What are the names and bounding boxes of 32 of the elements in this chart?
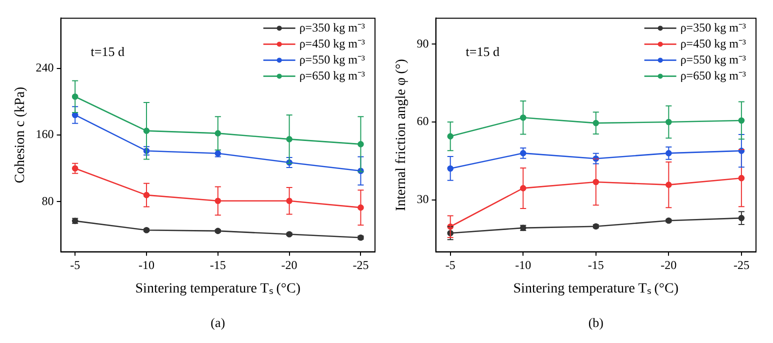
legend-label: ρ=650 kg m⁻³: [299, 68, 366, 82]
y-tick-label: 160: [36, 127, 54, 142]
legend-label: ρ=550 kg m⁻³: [299, 52, 366, 66]
y-tick-label: 80: [42, 194, 54, 208]
y-tick-label: 60: [416, 114, 429, 128]
legend-label: ρ=650 kg m⁻³: [680, 68, 746, 82]
x-axis-title: Sintering temperature Tₛ (°C): [135, 281, 301, 296]
y-tick-label: 240: [36, 60, 54, 74]
x-tick-label: -15: [588, 258, 604, 272]
y-tick-label: 30: [416, 192, 429, 206]
legend-label: ρ=450 kg m⁻³: [680, 36, 746, 50]
x-tick-label: -15: [210, 258, 226, 272]
x-tick-label: -10: [515, 258, 532, 272]
y-axis-title: Internal friction angle φ (°): [394, 58, 410, 212]
y-tick-label: 90: [416, 36, 429, 50]
x-axis-title: Sintering temperature Tₛ (°C): [513, 281, 679, 296]
text: (a): [210, 315, 226, 330]
annotation: t=15 d: [466, 44, 500, 60]
legend-label: ρ=350 kg m⁻³: [299, 20, 366, 34]
legend-label: ρ=350 kg m⁻³: [680, 20, 746, 34]
text: (b): [588, 315, 604, 330]
legend-label: ρ=550 kg m⁻³: [680, 52, 746, 66]
x-tick-label: -5: [445, 258, 456, 272]
legend-label: ρ=450 kg m⁻³: [299, 36, 366, 50]
annotation: t=15 d: [90, 44, 125, 60]
x-tick-label: -25: [733, 258, 750, 272]
x-tick-label: -20: [660, 258, 677, 272]
x-tick-label: -10: [138, 258, 154, 272]
x-tick-label: -5: [70, 258, 80, 272]
x-tick-label: -25: [352, 258, 369, 272]
y-axis-title: Cohesion c (kPa): [13, 86, 28, 184]
x-tick-label: -20: [281, 258, 298, 272]
